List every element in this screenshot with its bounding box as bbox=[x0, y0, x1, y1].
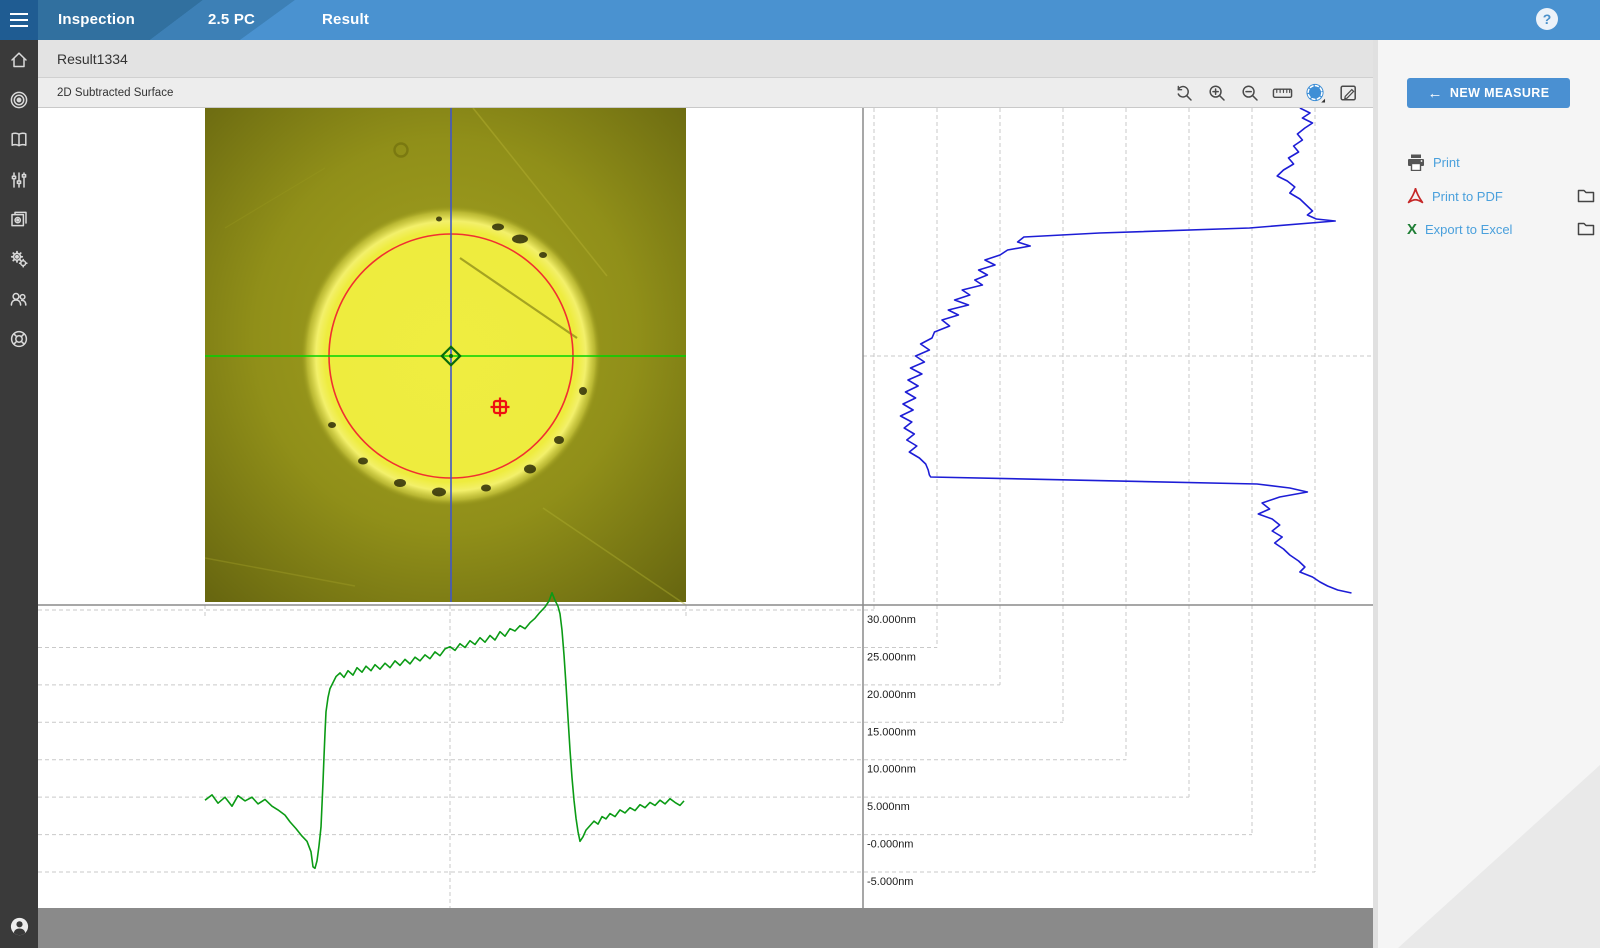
zoom-out-button[interactable] bbox=[1239, 82, 1260, 103]
grid-layer: 30.000nm 25.000nm 20.000nm 15.000nm 10.000nm… bbox=[38, 108, 1373, 908]
zoom-reset-icon bbox=[1177, 85, 1192, 101]
export-to-excel-label: Export to Excel bbox=[1425, 221, 1513, 237]
print-to-pdf-label: Print to PDF bbox=[1432, 188, 1503, 204]
sidebar-item-measure[interactable] bbox=[0, 80, 38, 120]
gears-icon bbox=[10, 250, 28, 268]
tab-25pc[interactable]: 2.5 PC bbox=[208, 11, 256, 28]
left-sidebar bbox=[0, 40, 38, 948]
report-book-icon bbox=[11, 132, 27, 147]
zoom-in-icon bbox=[1208, 84, 1225, 101]
sidebar-item-users[interactable] bbox=[0, 279, 38, 319]
bullseye-icon bbox=[10, 91, 28, 109]
status-bar bbox=[38, 908, 1373, 948]
pdf-icon bbox=[1407, 188, 1424, 204]
pdf-folder-button[interactable] bbox=[1577, 188, 1595, 204]
new-measure-button[interactable]: ← NEW MEASURE bbox=[1407, 78, 1570, 108]
axis-layer bbox=[38, 108, 1373, 908]
print-to-pdf-action[interactable]: Print to PDF bbox=[1407, 186, 1587, 206]
axis-tick-label: 5.000nm bbox=[867, 801, 910, 813]
hamburger-menu-button[interactable] bbox=[0, 0, 38, 40]
sliders-icon bbox=[11, 172, 27, 188]
sidebar-item-machine-settings[interactable] bbox=[0, 239, 38, 279]
excel-folder-button[interactable] bbox=[1577, 221, 1595, 237]
axis-tick-label: 30.000nm bbox=[867, 614, 916, 626]
sidebar-item-home[interactable] bbox=[0, 40, 38, 80]
profile-curves bbox=[204, 107, 1352, 870]
right-panel: ← NEW MEASURE Print Print to PDF X Expor… bbox=[1373, 40, 1600, 948]
panel-corner-decoration bbox=[1398, 765, 1600, 948]
toolbar-icons bbox=[1173, 82, 1359, 103]
printer-icon bbox=[1408, 154, 1424, 171]
zoom-reset-button[interactable] bbox=[1173, 82, 1194, 103]
sidebar-item-reports[interactable] bbox=[0, 120, 38, 160]
back-arrow-icon: ← bbox=[1427, 84, 1443, 102]
center-marker[interactable] bbox=[440, 345, 462, 367]
axis-tick-label: 25.000nm bbox=[867, 651, 916, 663]
axis-tick-label: -5.000nm bbox=[867, 876, 913, 888]
sidebar-account-button[interactable] bbox=[0, 906, 38, 946]
life-ring-icon bbox=[10, 330, 28, 348]
account-icon bbox=[10, 917, 28, 935]
point-marker[interactable] bbox=[490, 397, 510, 417]
users-icon bbox=[10, 292, 27, 306]
home-icon bbox=[11, 52, 27, 68]
rim-debris bbox=[328, 216, 587, 497]
vertical-profile-curve bbox=[899, 107, 1352, 594]
ruler-button[interactable] bbox=[1272, 82, 1293, 103]
zoom-out-icon bbox=[1241, 84, 1258, 101]
export-to-excel-action[interactable]: X Export to Excel bbox=[1407, 219, 1587, 239]
roi-circle-icon bbox=[1306, 83, 1326, 103]
excel-icon: X bbox=[1407, 220, 1418, 238]
result-view: 30.000nm 25.000nm 20.000nm 15.000nm 10.000nm… bbox=[38, 107, 1373, 908]
charts-canvas[interactable]: 30.000nm 25.000nm 20.000nm 15.000nm 10.000nm… bbox=[38, 107, 1373, 908]
hamburger-icon bbox=[10, 13, 28, 27]
sidebar-item-captures[interactable] bbox=[0, 199, 38, 239]
microscope-image[interactable] bbox=[204, 107, 687, 606]
help-icon: ? bbox=[1542, 11, 1552, 27]
frames-gear-icon bbox=[11, 211, 27, 227]
axis-tick-label: 15.000nm bbox=[867, 726, 916, 738]
axis-tick-label: -0.000nm bbox=[867, 839, 913, 851]
folder-icon bbox=[1577, 189, 1595, 203]
roi-circle-button[interactable] bbox=[1305, 82, 1326, 103]
print-label: Print bbox=[1433, 154, 1460, 170]
tab-result-bg[interactable] bbox=[240, 0, 1600, 40]
result-title-bar: Result1334 bbox=[38, 40, 1373, 78]
axis-tick-label: 20.000nm bbox=[867, 689, 916, 701]
horizontal-profile-curve bbox=[204, 592, 685, 870]
defect-ring bbox=[393, 142, 409, 158]
tab-inspection[interactable]: Inspection bbox=[58, 11, 136, 28]
page-title: Result1334 bbox=[57, 51, 128, 67]
folder-icon bbox=[1577, 222, 1595, 236]
view-title: 2D Subtracted Surface bbox=[57, 86, 174, 99]
view-toolbar: 2D Subtracted Surface bbox=[38, 78, 1373, 108]
ruler-icon bbox=[1272, 87, 1293, 98]
axis-tick-label: 10.000nm bbox=[867, 764, 916, 776]
tab-result[interactable]: Result bbox=[322, 11, 370, 28]
zoom-in-button[interactable] bbox=[1206, 82, 1227, 103]
print-action[interactable]: Print bbox=[1407, 152, 1587, 172]
top-bar: Inspection 2.5 PC Result ? bbox=[0, 0, 1600, 40]
help-button[interactable]: ? bbox=[1536, 8, 1558, 30]
edit-region-icon bbox=[1339, 84, 1356, 101]
edit-region-button[interactable] bbox=[1338, 82, 1359, 103]
sidebar-item-settings-sliders[interactable] bbox=[0, 160, 38, 200]
sidebar-item-support[interactable] bbox=[0, 319, 38, 359]
